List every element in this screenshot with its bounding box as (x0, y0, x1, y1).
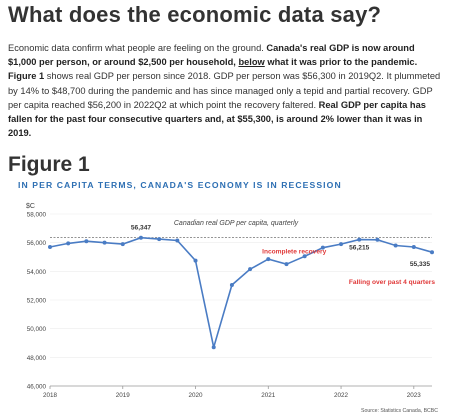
page-heading: What does the economic data say? (8, 2, 382, 27)
data-point (248, 267, 253, 272)
y-tick-label: 48,000 (27, 355, 47, 362)
data-point (193, 258, 198, 263)
annotation-label: 56,347 (131, 225, 152, 232)
annotation-label: Falling over past 4 quarters (349, 279, 435, 286)
paragraph-bold-1: Canada's real GDP is now around $1,000 p… (8, 43, 415, 68)
annotation-label: 55,335 (410, 261, 431, 268)
data-point (339, 242, 344, 247)
intro-paragraph: Economic data confirm what people are fe… (8, 41, 444, 140)
figure-label: Figure 1 (8, 153, 90, 176)
x-tick-label: 2023 (407, 392, 422, 399)
y-tick-label: 52,000 (27, 298, 47, 305)
paragraph-text-1: Economic data confirm what people are fe… (8, 43, 267, 53)
y-axis-label: $C (26, 203, 35, 210)
chart-subtitle: Canadian real GDP per capita, quarterly (174, 220, 299, 227)
data-point (120, 242, 125, 247)
data-point (302, 254, 307, 259)
data-point (102, 240, 107, 245)
paragraph-underline: below (238, 57, 265, 68)
data-point (375, 237, 380, 242)
y-tick-label: 58,000 (27, 212, 47, 219)
data-point (229, 282, 234, 287)
y-tick-label: 50,000 (27, 326, 47, 333)
paragraph-bold-2: what it was prior to the pandemic. (264, 57, 418, 68)
paragraph-bold-4: Real GDP per capita has fallen for the p… (8, 99, 426, 139)
data-point (157, 237, 162, 242)
y-tick-label: 46,000 (27, 384, 47, 391)
annotations-group: 56,347 Incomplete recovery 56,215 55,335 Fal… (131, 225, 435, 287)
data-point (138, 235, 143, 240)
y-tick-label: 54,000 (27, 269, 47, 276)
y-axis: 46,000 48,000 50,000 52,000 54,000 56,000 58,0… (27, 212, 432, 391)
annotation-label: Incomplete recovery (262, 248, 326, 255)
data-point (211, 345, 216, 350)
chart-title: IN PER CAPITA TERMS, CANADA'S ECONOMY IS… (18, 180, 342, 190)
data-point (284, 262, 289, 267)
series-group (48, 235, 434, 350)
x-tick-label: 2022 (334, 392, 349, 399)
paragraph-text-3: shows real GDP per person since 2018. GD… (8, 71, 441, 110)
x-tick-label: 2020 (189, 392, 204, 399)
annotation-label: 56,215 (349, 245, 370, 252)
paragraph-bold-3: Figure 1 (8, 71, 45, 82)
data-point (66, 241, 71, 246)
data-point (266, 257, 271, 262)
data-point (393, 243, 398, 248)
x-tick-label: 2019 (116, 392, 131, 399)
data-point (48, 244, 52, 249)
series-line (49, 236, 433, 348)
data-point (320, 245, 325, 250)
x-tick-label: 2021 (261, 392, 276, 399)
x-tick-label: 2018 (43, 392, 58, 399)
y-tick-label: 56,000 (27, 240, 47, 247)
data-point (430, 250, 434, 255)
chart-container: IN PER CAPITA TERMS, CANADA'S ECONOMY IS… (8, 180, 442, 416)
data-point (175, 238, 180, 243)
data-point (357, 237, 362, 242)
chart-source: Source: Statistics Canada, BCBC (361, 408, 438, 414)
x-axis: 2018 2019 2020 2021 2022 2023 (43, 385, 432, 399)
gdp-line-chart: $C Canadian real GDP per capita, quarter… (8, 194, 442, 416)
data-point (411, 244, 416, 249)
data-point (84, 239, 89, 244)
